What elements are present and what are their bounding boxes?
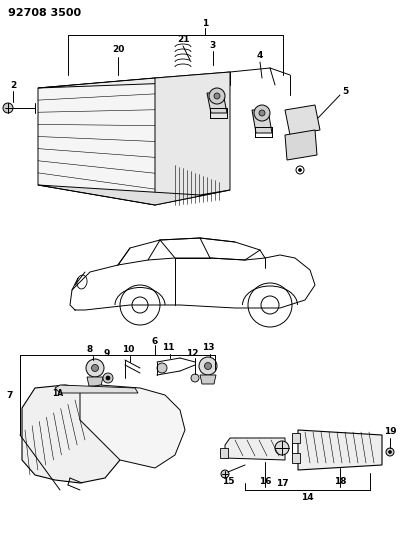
Circle shape [386,448,394,456]
Circle shape [3,103,13,113]
Polygon shape [285,130,317,160]
Text: 9: 9 [104,350,110,359]
Text: 92708 3500: 92708 3500 [8,8,81,18]
Polygon shape [87,377,103,386]
Circle shape [199,357,217,375]
Polygon shape [292,433,300,443]
Circle shape [103,373,113,383]
Text: 2: 2 [10,80,16,90]
Text: 5: 5 [342,87,348,96]
Circle shape [191,374,199,382]
Text: 4: 4 [257,51,263,60]
Circle shape [157,363,167,373]
Circle shape [86,359,104,377]
Text: 18: 18 [334,477,346,486]
Polygon shape [80,385,185,468]
Polygon shape [220,448,228,458]
Circle shape [106,376,110,380]
Text: 1: 1 [202,20,208,28]
Circle shape [259,110,265,116]
Text: 15: 15 [222,477,234,486]
Circle shape [275,441,289,455]
Circle shape [91,365,98,372]
Text: 6: 6 [152,336,158,345]
Text: 3: 3 [210,41,216,50]
Text: 7: 7 [7,391,13,400]
Circle shape [204,362,211,369]
Text: 17: 17 [276,479,288,488]
Circle shape [209,88,225,104]
Polygon shape [292,453,300,463]
Text: 8: 8 [87,345,93,354]
Text: 12: 12 [186,349,198,358]
Circle shape [221,470,229,478]
Circle shape [388,450,392,454]
Text: 13: 13 [202,343,214,352]
Polygon shape [55,385,138,393]
Text: 21: 21 [177,36,189,44]
Polygon shape [38,78,168,205]
Polygon shape [252,110,272,133]
Text: 19: 19 [384,427,396,437]
Polygon shape [225,438,285,460]
Polygon shape [38,72,230,88]
Text: 16: 16 [259,477,271,486]
Polygon shape [298,430,382,470]
Circle shape [214,93,220,99]
Polygon shape [207,93,227,113]
Polygon shape [38,185,230,205]
Text: 1A: 1A [53,389,64,398]
Polygon shape [155,72,230,205]
Polygon shape [200,375,216,384]
Text: 11: 11 [162,343,174,352]
Circle shape [254,105,270,121]
Polygon shape [22,385,140,483]
Text: 14: 14 [301,492,313,502]
Text: 10: 10 [122,345,134,354]
Circle shape [299,168,302,172]
Text: 20: 20 [112,45,124,54]
Polygon shape [285,105,320,135]
